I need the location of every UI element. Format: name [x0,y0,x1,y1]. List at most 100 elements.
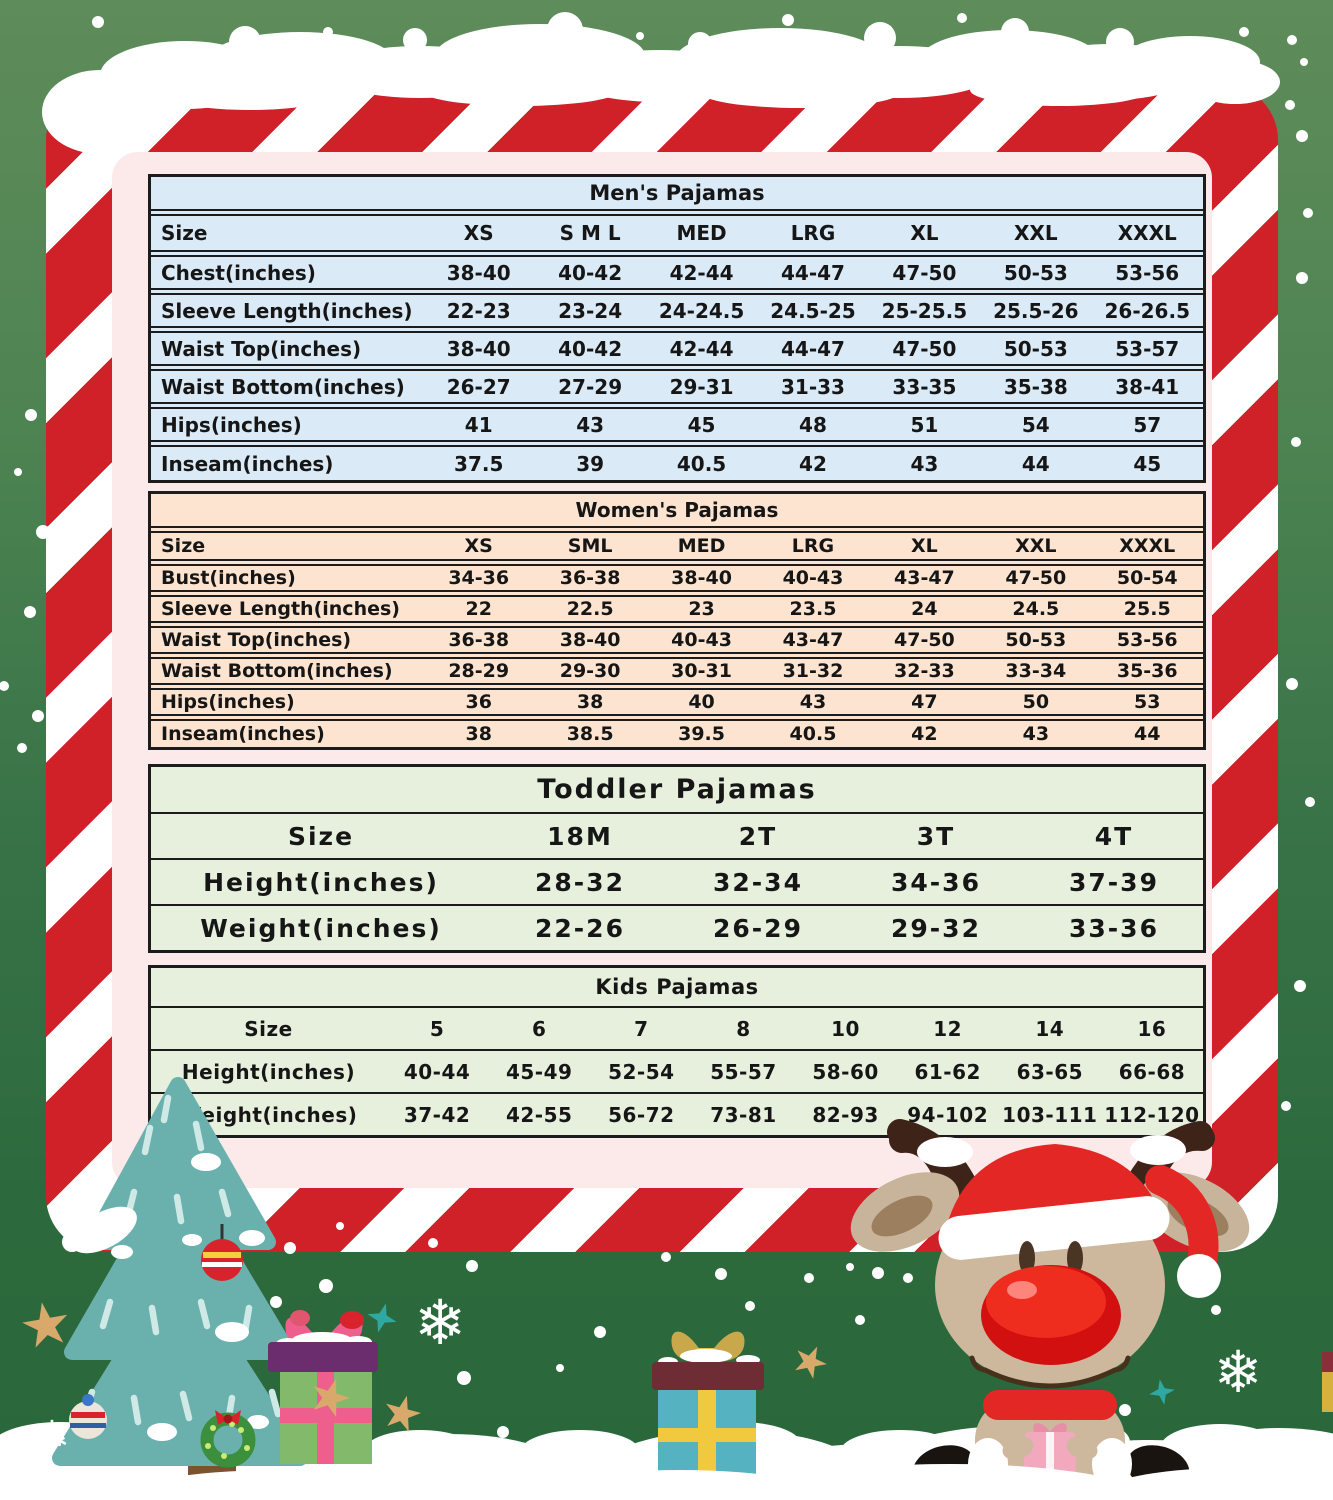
cell-value: 40 [688,691,715,713]
column-header: 5 [429,1016,445,1041]
column-header: S M L [559,221,621,245]
snow-dot-icon [782,14,794,26]
snow-dot-icon [1287,35,1297,45]
cell-value: 34-36 [448,567,510,589]
kids-pajamas-table: Kids Pajamas Size 5 6 7 8 10 12 14 16 Height(inche… [148,965,1206,1138]
cell-value: 39 [576,451,605,476]
snow-dot-icon [270,1296,282,1308]
cell-value: 24.5-25 [770,298,856,323]
cell-value: 28-32 [535,867,625,897]
cell-value: 47 [911,691,938,713]
gift-green-icon [268,1310,378,1464]
chart-panel: Men's Pajamas Size XS S M L MED LRG XL XXL XXXL C… [112,152,1212,1188]
cell-value: 38-41 [1115,374,1180,399]
size-label: Size [287,821,355,851]
cell-value: 40-42 [558,336,623,361]
column-header: MED [676,221,727,245]
cell-value: 33-34 [1005,660,1067,682]
gift-teal-icon [652,1331,764,1482]
snow-dot-icon [809,42,819,52]
table-title: Kids Pajamas [595,975,759,999]
snow-dot-icon [1125,1252,1135,1262]
row-label: Inseam(inches) [161,723,325,745]
cell-value: 53 [1134,691,1161,713]
row-label: Sleeve Length(inches) [161,298,413,323]
table-row: Weight(inches) 37-42 42-55 56-72 73-81 82-93 9… [151,1092,1203,1135]
snow-drift-bottom-icon [0,1416,1333,1500]
snow-dot-icon [1119,1404,1131,1416]
column-header: 7 [634,1016,649,1041]
column-header: MED [677,535,726,557]
gift-partial-right-icon [1322,1352,1333,1412]
cell-value: 54 [1021,412,1050,437]
cell-value: 53-56 [1115,260,1180,285]
cell-value: 36-38 [448,629,510,651]
table-row: Chest(inches) 38-40 40-42 42-44 44-47 47-50 50… [151,255,1203,290]
cell-value: 36 [465,691,492,713]
gift-star-icon [313,1378,350,1418]
column-header: XXL [1014,221,1058,245]
snow-dot-icon [17,743,27,753]
cell-value: 44 [1021,451,1050,476]
column-header: XXXL [1117,221,1177,245]
row-label: Height(inches) [181,1059,356,1084]
snow-dot-icon [466,1260,478,1272]
table-row: Sleeve Length(inches) 22-23 23-24 24-24.5 24… [151,293,1203,328]
cell-value: 39.5 [678,723,725,745]
row-label: Weight(inches) [179,1102,358,1127]
snow-dot-icon [1296,272,1308,284]
snow-dot-icon [92,16,104,28]
snow-front-icon [110,1464,1333,1500]
cell-value: 26-29 [713,913,803,943]
toddler-header-row: Size 18M 2T 3T 4T [151,812,1203,858]
row-label: Sleeve Length(inches) [161,598,400,620]
womens-table-title: Women's Pajamas [151,494,1203,528]
cell-value: 38-40 [559,629,621,651]
snow-dot-icon [745,1301,755,1311]
stars [22,1302,1175,1432]
column-header: 4T [1094,821,1134,851]
cell-value: 66-68 [1118,1059,1186,1084]
cell-value: 38 [465,723,492,745]
cell-value: 112-120 [1104,1102,1200,1127]
cell-value: 37.5 [454,451,504,476]
snow-dot-icon [903,1273,913,1283]
column-header: 6 [531,1016,547,1041]
snow-dot-icon [1303,208,1313,218]
table-row: Sleeve Length(inches) 22 22.5 23 23.5 24 24.5 2… [151,595,1203,623]
snow-dot-icon [1305,797,1315,807]
column-header: 3T [916,821,956,851]
table-row: Bust(inches) 34-36 36-38 38-40 40-43 43-47 47-… [151,564,1203,592]
cell-value: 37-42 [403,1102,471,1127]
snow-dot-icon [1211,1305,1221,1315]
cell-value: 43-47 [782,629,844,651]
snow-dot-icon [661,1252,671,1262]
cell-value: 38-40 [446,260,511,285]
cell-value: 44-47 [780,336,845,361]
cell-value: 48 [799,412,827,437]
sparkle-icon [367,1303,397,1333]
cell-value: 42 [911,723,938,745]
size-label: Size [161,221,208,245]
womens-header-row: Size XS SML MED LRG XL XXL XXXL [151,531,1203,561]
christmas-wreath-icon [200,1410,256,1468]
cell-value: 44 [1134,723,1161,745]
table-title: Men's Pajamas [589,181,765,205]
cell-value: 50-54 [1116,567,1178,589]
cell-value: 35-38 [1003,374,1068,399]
snowflake-icon: ❄ [34,1412,71,1463]
cell-value: 42-55 [505,1102,573,1127]
row-label: Waist Top(inches) [161,629,352,651]
row-label: Waist Bottom(inches) [161,374,405,399]
cell-value: 103-111 [1002,1102,1098,1127]
mens-header-row: Size XS S M L MED LRG XL XXL XXXL [151,214,1203,252]
snow-dot-icon [1291,437,1301,447]
column-header: 8 [736,1016,751,1041]
womens-pajamas-table: Women's Pajamas Size XS SML MED LRG XL XXL XXXL B… [148,491,1206,750]
cell-value: 27-29 [558,374,623,399]
red-nose-icon [981,1265,1121,1365]
cell-value: 33-36 [1069,913,1159,943]
table-row: Waist Bottom(inches) 28-29 29-30 30-31 31-32… [151,657,1203,685]
table-title: Toddler Pajamas [537,774,817,805]
cell-value: 94-102 [907,1102,989,1127]
